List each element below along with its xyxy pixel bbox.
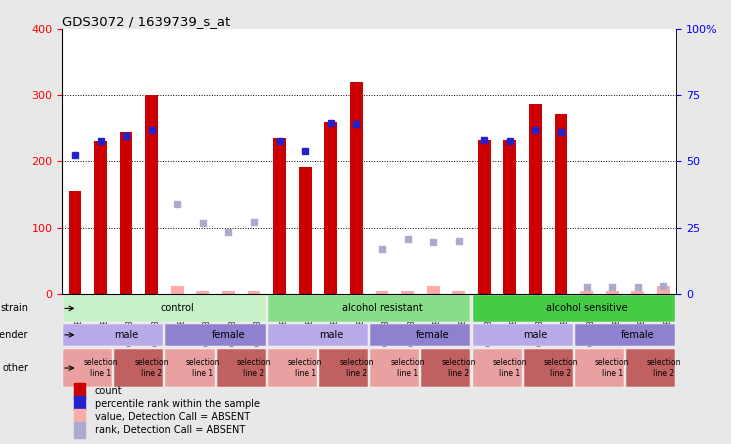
Bar	[421, 349, 471, 387]
Bar	[632, 290, 644, 294]
Text: selection
line 2: selection line 2	[237, 358, 271, 378]
Bar	[657, 286, 670, 294]
Text: alcohol sensitive: alcohol sensitive	[546, 303, 627, 313]
Text: male: male	[319, 330, 343, 340]
Bar	[472, 349, 522, 387]
Bar	[268, 324, 368, 345]
Bar	[478, 140, 491, 294]
Bar	[370, 349, 420, 387]
Bar	[427, 286, 439, 294]
Text: selection
line 2: selection line 2	[544, 358, 578, 378]
Text: other: other	[2, 363, 29, 373]
Bar	[580, 290, 593, 294]
Bar	[63, 349, 113, 387]
Text: selection
line 2: selection line 2	[339, 358, 374, 378]
Text: selection
line 1: selection line 1	[186, 358, 220, 378]
Bar	[273, 138, 286, 294]
Text: female: female	[417, 330, 450, 340]
Bar	[75, 409, 86, 424]
Text: strain: strain	[0, 303, 29, 313]
Bar	[523, 349, 573, 387]
Text: selection
line 2: selection line 2	[135, 358, 169, 378]
Bar	[63, 295, 266, 321]
Text: selection
line 1: selection line 1	[83, 358, 118, 378]
Text: GDS3072 / 1639739_s_at: GDS3072 / 1639739_s_at	[62, 15, 230, 28]
Text: selection
line 1: selection line 1	[493, 358, 527, 378]
Bar	[216, 349, 266, 387]
Bar	[120, 131, 132, 294]
Bar	[529, 104, 542, 294]
Text: selection
line 1: selection line 1	[390, 358, 425, 378]
Text: count: count	[95, 386, 122, 396]
Bar	[197, 290, 209, 294]
Bar	[63, 324, 164, 345]
Bar	[325, 122, 337, 294]
Bar	[504, 140, 516, 294]
Text: male: male	[114, 330, 138, 340]
Text: selection
line 2: selection line 2	[646, 358, 681, 378]
Bar	[376, 290, 388, 294]
Text: alcohol resistant: alcohol resistant	[341, 303, 423, 313]
Bar	[75, 422, 86, 437]
Text: female: female	[621, 330, 654, 340]
Text: selection
line 2: selection line 2	[442, 358, 476, 378]
Text: gender: gender	[0, 330, 29, 340]
Bar	[171, 286, 183, 294]
Bar	[472, 295, 675, 321]
Text: male: male	[523, 330, 548, 340]
Bar	[165, 324, 266, 345]
Bar	[472, 324, 573, 345]
Bar	[319, 349, 368, 387]
Bar	[555, 114, 567, 294]
Bar	[165, 349, 215, 387]
Text: control: control	[160, 303, 194, 313]
Bar	[268, 295, 471, 321]
Bar	[222, 290, 235, 294]
Bar	[575, 349, 624, 387]
Bar	[350, 82, 363, 294]
Bar	[452, 290, 465, 294]
Text: selection
line 1: selection line 1	[595, 358, 629, 378]
Bar	[626, 349, 675, 387]
Bar	[114, 349, 164, 387]
Text: percentile rank within the sample: percentile rank within the sample	[95, 399, 260, 409]
Bar	[606, 290, 618, 294]
Bar	[69, 191, 81, 294]
Bar	[299, 166, 311, 294]
Bar	[145, 95, 158, 294]
Bar	[75, 396, 86, 412]
Bar	[75, 383, 86, 398]
Bar	[575, 324, 675, 345]
Bar	[370, 324, 471, 345]
Text: value, Detection Call = ABSENT: value, Detection Call = ABSENT	[95, 412, 250, 422]
Bar	[401, 290, 414, 294]
Bar	[268, 349, 317, 387]
Text: female: female	[212, 330, 245, 340]
Bar	[248, 290, 260, 294]
Text: rank, Detection Call = ABSENT: rank, Detection Call = ABSENT	[95, 425, 245, 435]
Text: selection
line 1: selection line 1	[288, 358, 322, 378]
Bar	[94, 142, 107, 294]
